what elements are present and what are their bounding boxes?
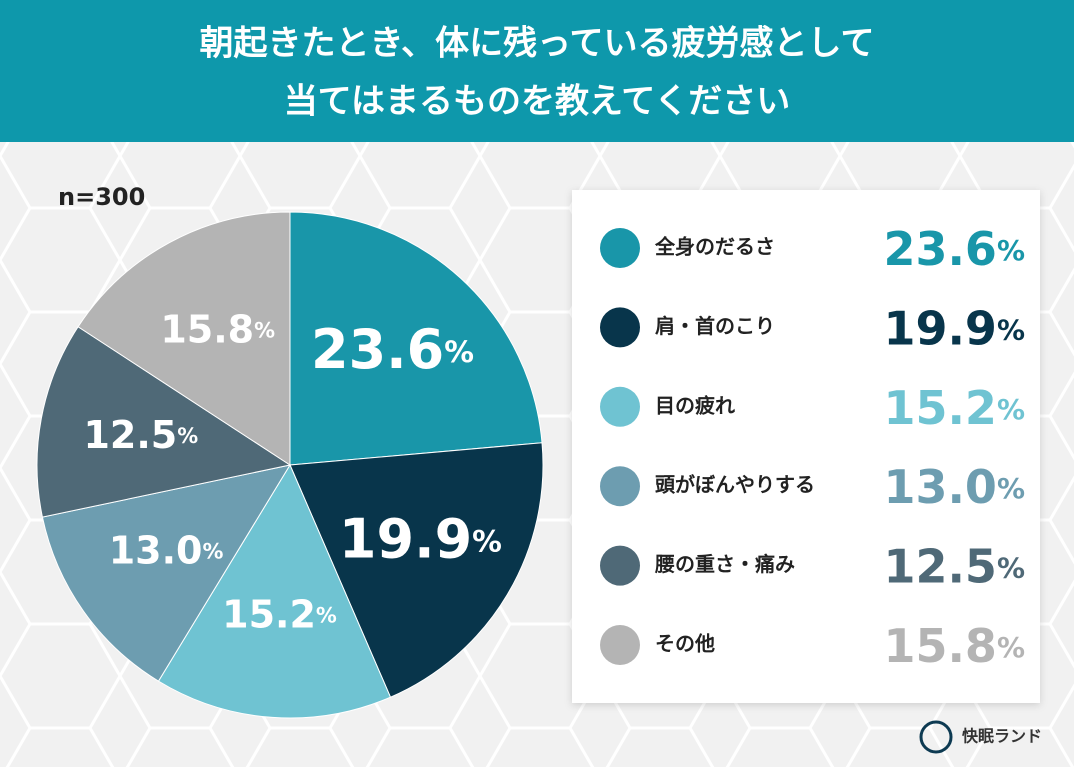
legend-label: 全身のだるさ bbox=[654, 235, 775, 259]
legend-label: 目の疲れ bbox=[655, 393, 735, 417]
slice-label: 15.2% bbox=[222, 592, 337, 636]
pie-slice bbox=[289, 442, 544, 698]
legend-swatch bbox=[600, 545, 640, 586]
legend-value: 13.0% bbox=[883, 460, 1025, 514]
legend bbox=[572, 190, 1040, 703]
legend-label: その他 bbox=[655, 632, 715, 656]
sample-size: n=300 bbox=[58, 183, 145, 211]
chart-title: 朝起きたとき、体に残っている疲労感として bbox=[200, 24, 875, 64]
legend-value: 15.2% bbox=[883, 380, 1025, 434]
legend-swatch bbox=[600, 466, 640, 507]
header bbox=[0, 0, 1074, 142]
legend-items: 全身のだるさ 23.6% 肩・首のこり 19.9% 目の疲れ 15.2% 頭がぼんやりする 1… bbox=[600, 222, 1025, 673]
slice-label: 15.8% bbox=[160, 307, 275, 351]
legend-value: 15.8% bbox=[883, 619, 1025, 673]
slice-label: 23.6% bbox=[311, 318, 474, 381]
legend-swatch bbox=[600, 386, 640, 427]
legend-value: 12.5% bbox=[883, 539, 1025, 593]
legend-label: 頭がぼんやりする bbox=[655, 473, 815, 497]
pie: 23.6% 19.9%15.2% 13.0% 12.5% 15.8% bbox=[36, 211, 544, 719]
slice-label: 12.5% bbox=[83, 413, 198, 457]
pie-slice bbox=[289, 211, 543, 466]
legend-label: 腰の重さ・痛み bbox=[654, 552, 795, 576]
brand-logo bbox=[919, 720, 953, 754]
pie-slice bbox=[77, 211, 291, 466]
slice-label: 19.9% bbox=[339, 507, 502, 570]
brand: 快眠ランド bbox=[962, 727, 1042, 746]
pie-slice bbox=[157, 463, 392, 719]
legend-value: 23.6% bbox=[883, 222, 1025, 276]
legend-swatch bbox=[600, 228, 640, 268]
pie-slice bbox=[41, 464, 292, 682]
pie-slice bbox=[36, 326, 292, 518]
slice-label: 13.0% bbox=[109, 528, 224, 572]
chart-title: 当てはまるものを教えてください bbox=[284, 82, 791, 122]
legend-value: 19.9% bbox=[883, 301, 1025, 355]
legend-swatch bbox=[600, 307, 640, 348]
legend-swatch bbox=[600, 625, 640, 665]
legend-label: 肩・首のこり bbox=[655, 314, 775, 338]
